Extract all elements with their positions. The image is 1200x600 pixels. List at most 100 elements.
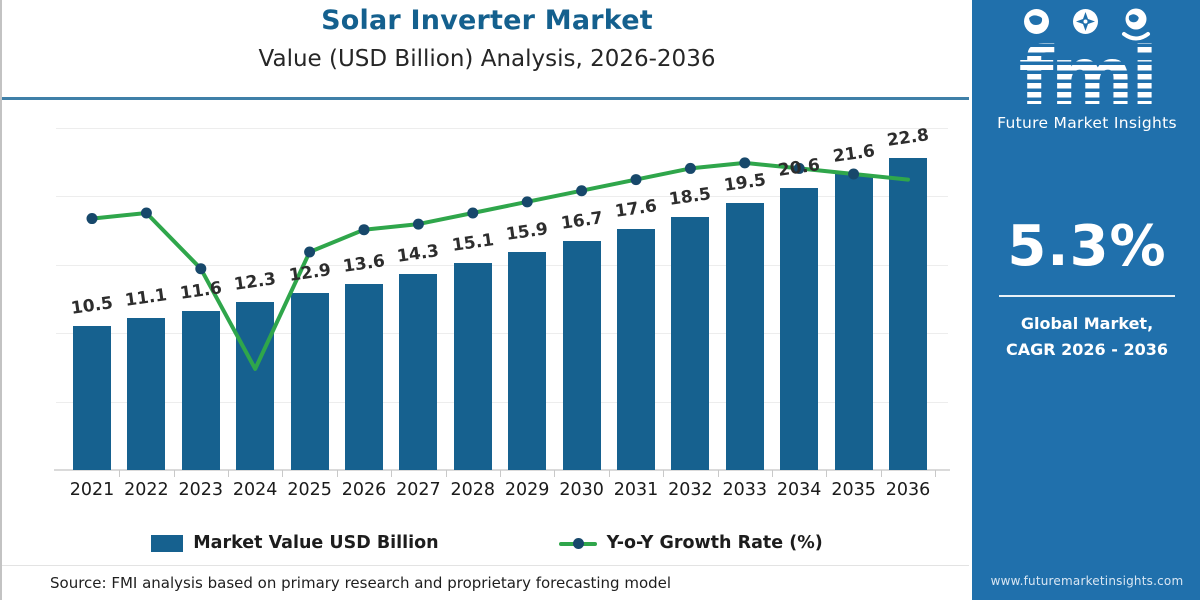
growth-line-marker: [848, 168, 860, 180]
cagr-caption-line2: CAGR 2026 - 2036: [1006, 340, 1168, 360]
x-axis-label: 2026: [341, 480, 387, 500]
axis-tick: [608, 470, 610, 477]
growth-line-marker: [467, 207, 479, 219]
growth-line-marker: [739, 157, 751, 169]
gridline: [56, 127, 948, 129]
legend-item-market-value: Market Value USD Billion: [151, 533, 439, 553]
page-title: Solar Inverter Market: [321, 5, 653, 36]
bar: [508, 252, 547, 470]
growth-line-marker: [86, 213, 98, 225]
logo-tagline: Future Market Insights: [997, 114, 1177, 132]
website-url: www.futuremarketinsights.com: [990, 574, 1184, 588]
axis-tick: [173, 470, 175, 477]
source-note: Source: FMI analysis based on primary re…: [50, 574, 672, 592]
bar: [73, 326, 111, 470]
legend-item-growth-rate: Y-o-Y Growth Rate (%): [558, 533, 823, 553]
axis-tick: [282, 470, 284, 477]
bar: [671, 216, 710, 470]
cagr-caption-line1: Global Market,: [1020, 314, 1154, 333]
axis-tick: [935, 470, 937, 477]
axis-tick: [663, 470, 665, 477]
cagr-stat-caption: Global Market, CAGR 2026 - 2036: [1006, 311, 1168, 364]
axis-tick: [826, 470, 828, 477]
gridline: [56, 401, 948, 403]
logo-icons-row: [1023, 8, 1151, 44]
x-axis-label: 2021: [69, 480, 115, 500]
axis-tick: [554, 470, 556, 477]
x-axis-label: 2031: [613, 480, 659, 500]
growth-line: [90, 160, 910, 371]
legend-label: Market Value USD Billion: [193, 533, 439, 553]
axis-tick: [500, 470, 501, 477]
x-axis-label: 2036: [885, 480, 931, 500]
growth-line-marker: [576, 185, 588, 197]
growth-line-marker: [630, 174, 642, 186]
axis-tick: [391, 470, 393, 477]
combo-chart-plot: 10.5 11.1 11.6 12.3 12.9 13.6 14.3 15.1 15.9 16.7…: [54, 110, 950, 477]
growth-line-marker: [521, 196, 533, 208]
brand-side-panel: fmi Future Market Insights 5.3% Global M…: [972, 0, 1200, 600]
x-axis-label: 2027: [396, 480, 441, 500]
axis-tick: [445, 470, 447, 477]
globe-person-icon: [1121, 8, 1150, 41]
growth-line-marker: [195, 263, 207, 275]
bar: [345, 283, 383, 470]
axis-tick: [119, 470, 121, 477]
bar: [834, 174, 873, 470]
bar: [290, 293, 329, 470]
line-marker-swatch-icon: [558, 535, 597, 552]
bar: [725, 202, 764, 470]
bar: [453, 263, 492, 470]
globe-compass-icon: [1072, 9, 1098, 34]
axis-tick: [772, 470, 773, 477]
bar: [617, 228, 655, 470]
bar: [181, 311, 220, 470]
globe-map-icon: [1023, 9, 1049, 34]
axis-tick: [880, 470, 882, 477]
bar: [780, 187, 819, 470]
x-axis-line: [54, 469, 950, 471]
x-axis-labels: 2021 2022 2023 2024 2025 2026 2027 2028 2029 2030…: [62, 480, 942, 506]
growth-line-marker: [684, 162, 696, 174]
bar: [889, 157, 927, 470]
x-axis-label: 2029: [504, 480, 550, 500]
x-axis-label: 2023: [178, 480, 224, 500]
chart-region: Solar Inverter Market Value (USD Billion…: [2, 0, 972, 600]
gridline: [56, 264, 948, 266]
bar: [399, 274, 438, 470]
x-axis-label: 2035: [831, 480, 876, 500]
header-divider: [2, 97, 969, 100]
x-axis-label: 2030: [559, 480, 604, 500]
x-axis-label: 2024: [232, 480, 278, 500]
gridline: [56, 196, 948, 197]
stat-divider: [999, 295, 1175, 297]
growth-line-layer: [86, 157, 910, 371]
x-axis-label: 2034: [776, 480, 822, 500]
bar: [236, 301, 275, 470]
chart-legend: Market Value USD Billion Y-o-Y Growth Ra…: [2, 533, 972, 553]
x-axis-label: 2022: [124, 480, 169, 500]
cagr-stat-value: 5.3%: [1007, 214, 1167, 279]
fmi-wordmark: fmi: [1018, 30, 1158, 123]
fmi-logo: fmi Future Market Insights: [997, 8, 1177, 132]
bar: [127, 317, 166, 470]
x-axis-label: 2032: [668, 480, 713, 500]
growth-line-marker: [793, 162, 805, 174]
axis-tick: [717, 470, 719, 477]
growth-line-marker: [358, 224, 370, 236]
x-axis-label: 2028: [450, 480, 496, 500]
axis-tick: [228, 470, 229, 477]
legend-label: Y-o-Y Growth Rate (%): [606, 533, 823, 553]
bar-swatch-icon: [151, 534, 184, 552]
x-axis-label: 2025: [287, 480, 332, 500]
x-axis-label: 2033: [722, 480, 768, 500]
growth-line-marker: [412, 218, 424, 230]
footer-divider: [2, 565, 969, 566]
axis-tick: [336, 470, 338, 477]
bar: [562, 241, 601, 470]
growth-line-marker: [140, 207, 152, 219]
page-subtitle: Value (USD Billion) Analysis, 2026-2036: [258, 46, 716, 72]
growth-line-marker: [304, 246, 316, 258]
gridline: [56, 333, 948, 334]
